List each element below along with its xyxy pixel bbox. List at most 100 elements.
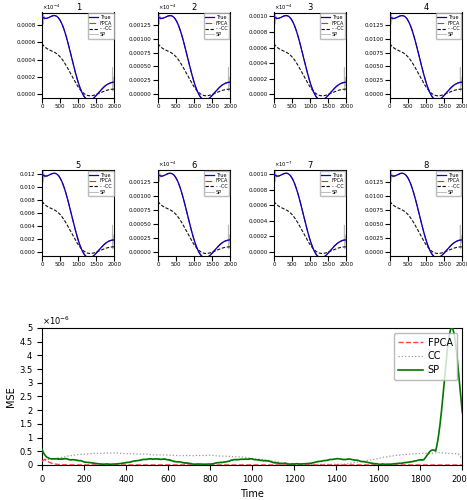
FPCA bbox=[62, 462, 68, 468]
- -CC bbox=[215, 247, 220, 253]
SP bbox=[39, 446, 45, 452]
SP bbox=[331, 86, 336, 92]
SP bbox=[199, 96, 205, 102]
Line: - -CC: - -CC bbox=[390, 44, 462, 96]
- -CC bbox=[431, 249, 436, 255]
SP bbox=[112, 237, 117, 243]
SP bbox=[39, 14, 45, 20]
FPCA bbox=[298, 44, 304, 50]
True bbox=[344, 237, 349, 243]
- -CC bbox=[112, 244, 117, 250]
True bbox=[318, 97, 324, 103]
Legend: True, FPCA, - -CC, SP: True, FPCA, - -CC, SP bbox=[204, 171, 229, 196]
- -CC bbox=[66, 68, 72, 73]
SP bbox=[391, 173, 396, 179]
SP bbox=[159, 173, 165, 179]
SP bbox=[155, 14, 161, 20]
SP bbox=[227, 80, 233, 86]
True bbox=[389, 15, 394, 21]
FPCA bbox=[215, 86, 220, 92]
FPCA bbox=[460, 79, 465, 85]
True bbox=[83, 96, 88, 102]
SP bbox=[157, 17, 163, 23]
- -CC bbox=[204, 250, 209, 256]
True bbox=[162, 172, 167, 178]
Line: True: True bbox=[42, 16, 114, 100]
- -CC bbox=[391, 45, 396, 51]
SP bbox=[318, 254, 324, 260]
- -CC bbox=[460, 244, 465, 250]
Legend: True, FPCA, - -CC, SP: True, FPCA, - -CC, SP bbox=[88, 171, 113, 196]
- -CC bbox=[271, 40, 277, 46]
SP bbox=[292, 461, 297, 467]
FPCA bbox=[86, 97, 92, 103]
FPCA bbox=[87, 255, 92, 261]
SP bbox=[156, 149, 161, 155]
True bbox=[99, 86, 105, 92]
Line: SP: SP bbox=[42, 328, 462, 464]
SP bbox=[315, 253, 320, 259]
SP bbox=[277, 172, 283, 178]
- -CC bbox=[157, 43, 163, 49]
Line: - -CC: - -CC bbox=[158, 202, 230, 254]
- -CC bbox=[435, 93, 441, 99]
FPCA bbox=[49, 460, 55, 466]
True bbox=[275, 16, 281, 22]
SP bbox=[414, 202, 420, 207]
SP bbox=[344, 237, 349, 243]
FPCA bbox=[167, 12, 172, 18]
- -CC bbox=[460, 86, 465, 92]
FPCA bbox=[203, 97, 209, 103]
- -CC bbox=[155, 40, 161, 46]
SP bbox=[298, 202, 304, 207]
- -CC bbox=[215, 89, 220, 95]
FPCA bbox=[414, 44, 420, 50]
Line: SP: SP bbox=[158, 152, 230, 258]
FPCA bbox=[399, 170, 404, 176]
True bbox=[66, 202, 72, 207]
- -CC bbox=[199, 92, 205, 98]
- -CC bbox=[46, 204, 51, 210]
- -CC bbox=[277, 204, 283, 210]
SP bbox=[460, 410, 465, 416]
SP bbox=[389, 174, 394, 180]
Line: - -CC: - -CC bbox=[42, 44, 114, 96]
- -CC bbox=[414, 68, 419, 73]
FPCA bbox=[42, 456, 48, 462]
True bbox=[431, 253, 436, 259]
True bbox=[447, 86, 453, 92]
True bbox=[215, 86, 220, 92]
- -CC bbox=[315, 249, 320, 255]
True bbox=[394, 14, 399, 20]
- -CC bbox=[391, 202, 396, 208]
SP bbox=[112, 80, 117, 86]
FPCA bbox=[66, 202, 72, 207]
- -CC bbox=[159, 202, 165, 208]
SP bbox=[66, 44, 72, 50]
FPCA bbox=[157, 172, 163, 178]
Line: FPCA: FPCA bbox=[274, 173, 347, 258]
True bbox=[43, 173, 49, 179]
- -CC bbox=[112, 86, 117, 92]
SP bbox=[275, 16, 281, 22]
True bbox=[83, 253, 88, 259]
- -CC bbox=[87, 250, 93, 256]
Line: FPCA: FPCA bbox=[274, 16, 347, 100]
True bbox=[273, 172, 278, 178]
SP bbox=[298, 44, 304, 50]
Text: ×10$^{-4}$: ×10$^{-4}$ bbox=[42, 2, 60, 12]
SP bbox=[460, 80, 465, 86]
Legend: True, FPCA, - -CC, SP: True, FPCA, - -CC, SP bbox=[436, 14, 461, 38]
X-axis label: Time: Time bbox=[240, 490, 264, 500]
FPCA bbox=[43, 16, 49, 22]
SP bbox=[86, 254, 92, 260]
Title: 5: 5 bbox=[76, 161, 81, 170]
FPCA bbox=[315, 95, 320, 101]
True bbox=[159, 173, 165, 179]
Line: - -CC: - -CC bbox=[274, 44, 347, 96]
FPCA bbox=[315, 253, 320, 259]
- -CC bbox=[394, 46, 399, 52]
True bbox=[159, 16, 165, 22]
SP bbox=[447, 86, 453, 92]
FPCA bbox=[387, 171, 393, 177]
